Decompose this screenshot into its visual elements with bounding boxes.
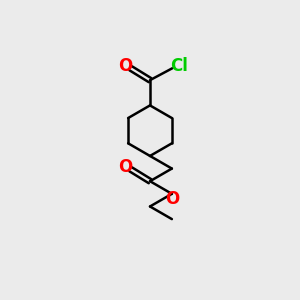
Text: O: O (118, 57, 133, 75)
Text: O: O (118, 158, 133, 176)
Text: Cl: Cl (170, 58, 188, 76)
Text: O: O (165, 190, 179, 208)
